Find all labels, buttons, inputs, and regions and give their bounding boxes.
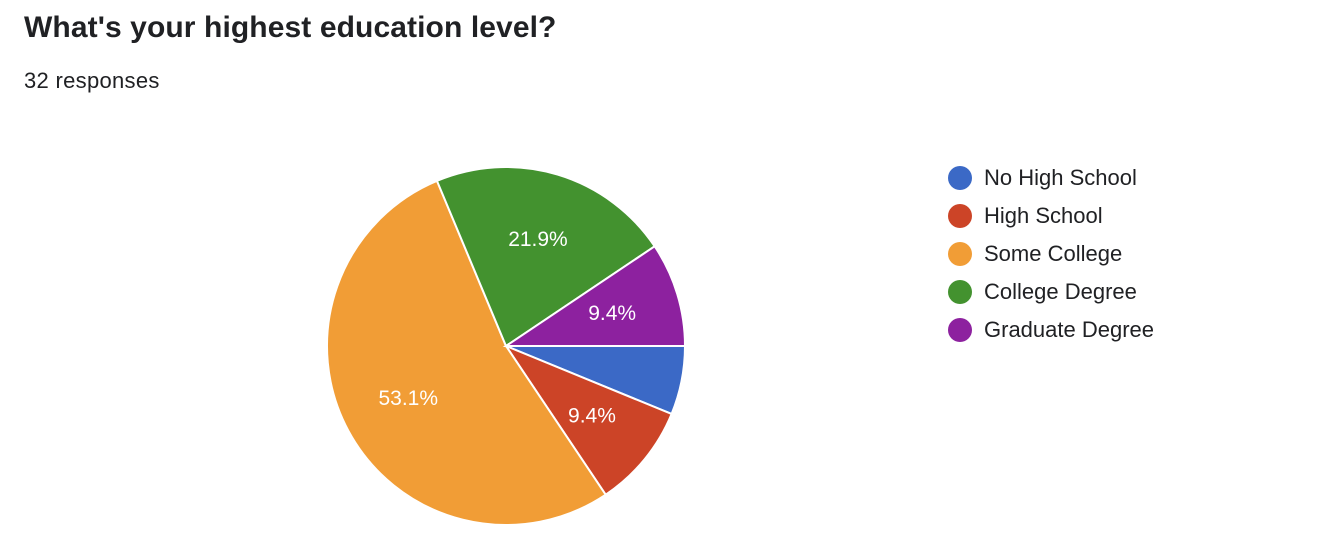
legend-item: Graduate Degree [948,311,1154,349]
legend-swatch [948,318,972,342]
pie-slice-some-college [326,179,608,526]
legend-item: College Degree [948,273,1154,311]
legend-item: No High School [948,159,1154,197]
pie-slice-label: 9.4% [568,405,616,428]
pie-slices [326,166,687,526]
chart-legend: No High School High School Some College Col… [948,159,1154,349]
pie-slice-high-school [503,343,673,497]
question-title: What's your highest education level? [24,11,557,44]
pie-chart: 9.4% 53.1% 21.9% 9.4% [326,166,687,526]
legend-swatch [948,204,972,228]
legend-swatch [948,166,972,190]
response-count: 32 responses [24,68,160,93]
legend-swatch [948,242,972,266]
legend-label: College Degree [984,279,1137,304]
legend-label: Graduate Degree [984,317,1154,342]
legend-item: High School [948,197,1154,235]
legend-label: High School [984,203,1103,228]
pie-labels: 9.4% 53.1% 21.9% 9.4% [378,228,636,427]
pie-slice-label: 21.9% [508,228,568,251]
legend-swatch [948,280,972,304]
pie-slice-label: 53.1% [378,387,438,410]
pie-slice-college-degree [435,166,657,348]
legend-item: Some College [948,235,1154,273]
legend-label: No High School [984,165,1137,190]
pie-slice-graduate-degree [502,244,687,347]
legend-label: Some College [984,241,1123,266]
pie-slice-label: 9.4% [588,302,636,325]
